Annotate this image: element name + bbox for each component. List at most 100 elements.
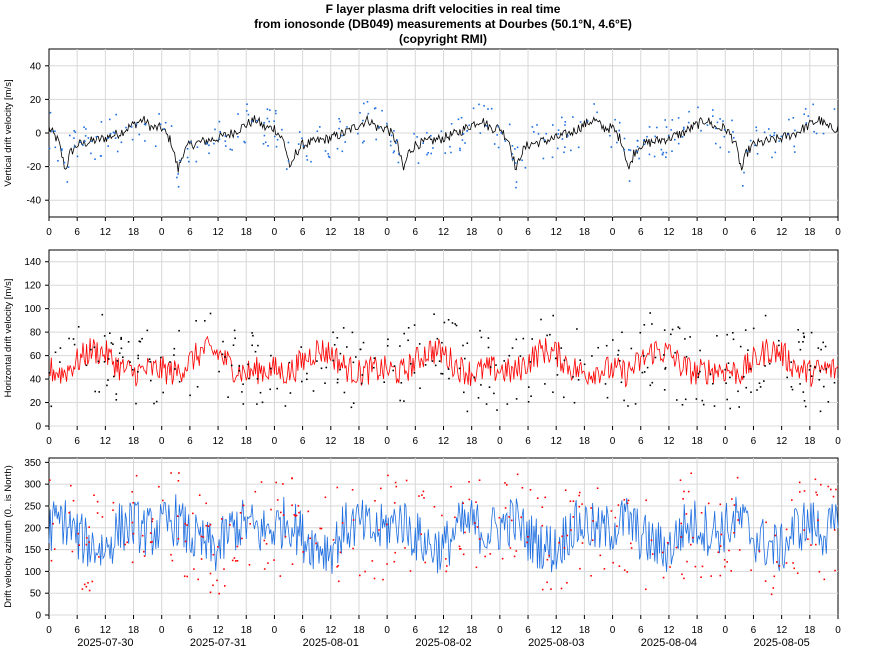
data-point	[247, 113, 250, 116]
data-point	[430, 135, 432, 137]
data-point	[88, 589, 91, 592]
data-point	[100, 121, 103, 123]
x-tick-label: 0	[384, 625, 390, 636]
data-point	[542, 157, 545, 160]
data-point	[606, 396, 609, 399]
data-point	[504, 140, 507, 142]
data-point	[441, 514, 443, 517]
data-point	[393, 365, 396, 367]
data-point	[717, 551, 720, 553]
data-point	[149, 532, 152, 534]
data-point	[462, 344, 464, 347]
data-point	[87, 582, 89, 584]
data-point	[720, 533, 723, 536]
data-point	[424, 561, 426, 564]
data-point	[671, 119, 674, 121]
data-point	[236, 560, 239, 562]
data-point	[291, 504, 293, 507]
data-point	[723, 559, 726, 561]
data-point	[519, 355, 522, 357]
data-point	[77, 532, 79, 535]
data-point	[176, 515, 179, 517]
data-point	[462, 502, 464, 504]
data-point	[776, 561, 778, 563]
data-point	[336, 378, 339, 381]
data-point	[114, 137, 117, 139]
data-point	[169, 361, 171, 363]
data-point	[103, 361, 106, 363]
data-point	[118, 352, 121, 354]
data-point	[96, 500, 99, 503]
data-point	[563, 359, 566, 362]
data-point	[593, 103, 595, 105]
x-tick-label: 0	[46, 625, 52, 636]
data-point	[67, 166, 70, 168]
data-point	[297, 505, 300, 507]
data-point	[151, 518, 154, 520]
data-point	[302, 551, 304, 553]
data-point	[712, 382, 714, 385]
data-point	[769, 134, 772, 137]
data-point	[381, 109, 383, 112]
data-point	[143, 555, 146, 557]
data-point	[564, 489, 567, 491]
data-point	[649, 312, 651, 314]
data-point	[799, 491, 801, 493]
data-point	[341, 150, 344, 153]
data-point	[682, 498, 684, 500]
data-point	[302, 145, 305, 147]
data-point	[276, 138, 279, 141]
data-point	[106, 384, 108, 387]
data-point	[820, 483, 822, 486]
data-point	[399, 345, 401, 347]
data-point	[196, 146, 199, 148]
x-tick-label: 12	[438, 625, 450, 636]
x-tick-label: 6	[74, 436, 80, 447]
data-point	[627, 405, 629, 407]
data-point	[339, 352, 342, 355]
data-point	[750, 391, 752, 393]
data-point	[146, 329, 149, 332]
data-point	[516, 473, 519, 476]
data-point	[557, 133, 560, 135]
data-point	[282, 514, 285, 516]
data-point	[833, 529, 836, 531]
data-point	[327, 155, 330, 158]
data-point	[135, 474, 138, 477]
x-tick-label: 12	[551, 436, 563, 447]
data-point	[263, 539, 266, 542]
data-point	[566, 534, 569, 537]
data-point	[293, 514, 296, 516]
data-point	[579, 491, 581, 494]
data-point	[393, 150, 395, 152]
data-point	[390, 134, 393, 137]
data-point	[537, 133, 540, 135]
data-point	[139, 340, 142, 343]
data-point	[209, 572, 212, 575]
data-point	[506, 403, 509, 405]
data-point	[144, 123, 147, 126]
data-point	[234, 337, 236, 340]
data-point	[451, 322, 454, 324]
data-point	[298, 511, 300, 514]
data-point	[108, 358, 110, 360]
data-point	[223, 568, 225, 570]
data-point	[495, 364, 497, 366]
data-point	[129, 361, 131, 363]
data-point	[677, 326, 680, 328]
data-point	[605, 344, 608, 347]
data-point	[54, 146, 57, 149]
x-tick-label: 6	[413, 227, 419, 238]
data-point	[489, 553, 491, 555]
data-point	[394, 551, 396, 554]
x-tick-label: 12	[100, 227, 112, 238]
data-point	[732, 332, 734, 334]
data-point	[791, 499, 793, 501]
data-point	[417, 162, 420, 164]
data-point	[497, 146, 500, 149]
data-point	[238, 369, 241, 372]
x-tick-label: 0	[159, 625, 165, 636]
data-point	[636, 139, 639, 142]
data-point	[380, 487, 382, 490]
data-point	[333, 344, 336, 346]
